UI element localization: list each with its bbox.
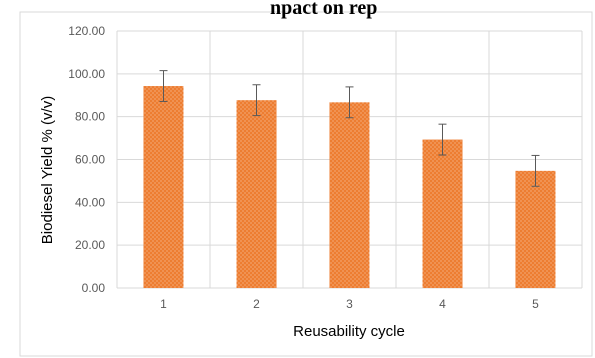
x-axis-title: Reusability cycle xyxy=(293,323,405,340)
x-tick-label: 3 xyxy=(346,297,353,311)
bar xyxy=(329,102,370,288)
y-tick-label: 120.00 xyxy=(68,24,105,38)
x-tick-label: 5 xyxy=(532,297,539,311)
chart-area xyxy=(19,11,593,357)
y-axis-title: Biodiesel Yield % (v/v) xyxy=(39,96,56,244)
bar xyxy=(236,100,277,288)
x-tick-label: 1 xyxy=(160,297,167,311)
y-tick-label: 40.00 xyxy=(75,195,105,209)
y-tick-label: 20.00 xyxy=(75,238,105,252)
y-tick-labels: 0.00 20.00 40.00 60.00 80.00 100.00 120.00 xyxy=(68,24,105,295)
y-tick-label: 60.00 xyxy=(75,153,105,167)
y-tick-label: 0.00 xyxy=(82,281,106,295)
bar xyxy=(143,86,184,288)
top-cut-title-fragment: npact on rep xyxy=(270,0,377,19)
bars xyxy=(143,86,556,288)
bar xyxy=(422,139,463,288)
y-tick-label: 80.00 xyxy=(75,110,105,124)
x-tick-label: 4 xyxy=(439,297,446,311)
x-tick-label: 2 xyxy=(253,297,260,311)
y-tick-label: 100.00 xyxy=(68,67,105,81)
x-tick-labels: 1 2 3 4 5 xyxy=(160,297,539,311)
error-bars xyxy=(159,70,540,187)
bar xyxy=(515,170,556,288)
